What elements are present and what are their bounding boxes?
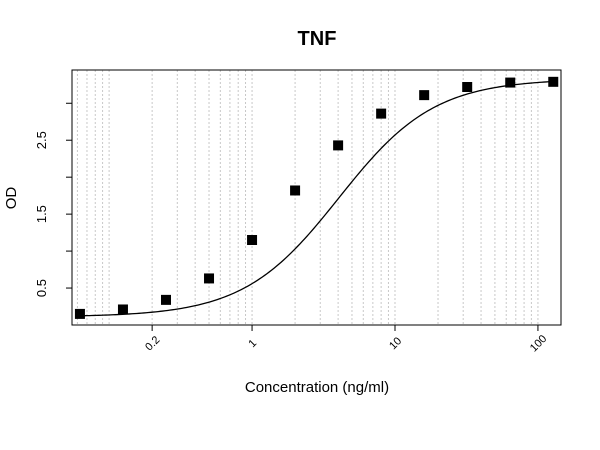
- data-point: [548, 76, 559, 87]
- y-axis: 0.5 1.5 2.5: [34, 102, 73, 297]
- data-point: [160, 294, 171, 305]
- x-axis-label: Concentration (ng/ml): [245, 379, 389, 396]
- grid-lines: [76, 70, 539, 325]
- y-axis-label: OD: [3, 187, 20, 210]
- data-point: [462, 82, 473, 92]
- chart-title: TNF: [298, 28, 337, 50]
- data-point: [117, 304, 128, 315]
- data-point: [419, 90, 430, 101]
- x-tick-label: 1: [246, 337, 259, 350]
- data-point: [204, 273, 215, 284]
- data-point: [376, 108, 387, 119]
- data-point: [333, 140, 344, 151]
- data-point: [74, 308, 85, 319]
- x-tick-label: 100: [528, 333, 549, 354]
- data-point: [290, 185, 301, 196]
- fit-curve: [79, 80, 554, 317]
- data-points: [74, 76, 559, 319]
- y-tick-label: 1.5: [34, 205, 49, 223]
- data-point: [505, 77, 516, 88]
- y-tick-label: 2.5: [34, 131, 49, 149]
- x-tick-label: 10: [387, 335, 404, 352]
- x-axis: 0.2 1 10 100: [143, 324, 549, 354]
- data-point: [247, 235, 258, 245]
- x-tick-label: 0.2: [143, 334, 162, 353]
- fit-curve-layer: [79, 80, 554, 317]
- plot-frame: [71, 69, 562, 326]
- y-tick-label: 0.5: [34, 279, 49, 297]
